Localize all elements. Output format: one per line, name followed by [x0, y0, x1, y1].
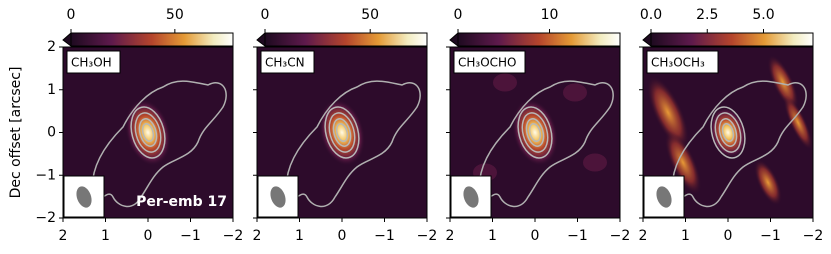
- emission-streak: [664, 130, 702, 195]
- x-tick-label: 0: [338, 228, 347, 244]
- x-tick-label: −2: [803, 228, 824, 244]
- x-tick-label: 2: [253, 228, 262, 244]
- emission-patch: [493, 73, 517, 92]
- colorbar-tick-label: 0.0: [640, 7, 662, 23]
- contour: [134, 112, 162, 153]
- panel-label: CH₃OCH₃: [651, 56, 705, 70]
- x-tick-label: 1: [101, 228, 110, 244]
- colorbar-extend: [256, 31, 266, 47]
- beam: [76, 186, 92, 208]
- emission-streak: [783, 95, 813, 150]
- contour: [130, 106, 166, 159]
- colorbar: [650, 32, 814, 47]
- emission-core: [124, 99, 172, 166]
- x-tick-label: −1: [374, 228, 395, 244]
- panel-label: CH₃CN: [265, 56, 305, 70]
- contour: [714, 112, 742, 153]
- contour: [521, 112, 549, 153]
- colorbar-tick-label: 10: [541, 7, 559, 23]
- x-tick-label: −1: [760, 228, 781, 244]
- emission-patch: [563, 83, 587, 102]
- emission-core: [318, 99, 366, 166]
- label-box: [453, 50, 526, 74]
- contour: [141, 122, 155, 143]
- image-panel: [643, 47, 813, 218]
- beam: [656, 186, 672, 208]
- emission-core: [511, 99, 559, 166]
- contour: [285, 80, 421, 208]
- contour: [324, 106, 360, 159]
- x-tick-label: −1: [180, 228, 201, 244]
- contour: [517, 106, 553, 159]
- beam: [463, 186, 479, 208]
- x-tick-label: −2: [223, 228, 244, 244]
- colorbar-extend: [449, 31, 459, 47]
- colorbar: [70, 32, 234, 47]
- beam: [270, 186, 286, 208]
- contour: [91, 80, 227, 208]
- contour: [328, 112, 356, 153]
- label-box: [260, 50, 315, 74]
- contour: [721, 122, 735, 143]
- x-tick-label: 1: [488, 228, 497, 244]
- label-box: [66, 50, 121, 74]
- x-tick-label: −2: [417, 228, 438, 244]
- contour: [710, 106, 746, 159]
- x-tick-label: −1: [567, 228, 588, 244]
- x-tick-label: 0: [144, 228, 153, 244]
- contour: [332, 118, 352, 147]
- panel-label: CH₃OCHO: [458, 56, 517, 70]
- y-tick-label: 2: [47, 39, 56, 55]
- emission-streak: [646, 75, 690, 150]
- colorbar: [457, 32, 621, 47]
- contour: [671, 80, 807, 208]
- colorbar-tick-label: 2.5: [696, 7, 718, 23]
- x-tick-label: 0: [531, 228, 540, 244]
- emission-patch: [583, 153, 607, 172]
- contour: [718, 118, 738, 147]
- contour: [335, 122, 349, 143]
- image-panel: [63, 47, 233, 218]
- y-axis-label: Dec offset [arcsec]: [8, 67, 24, 199]
- x-tick-label: −2: [610, 228, 631, 244]
- colorbar-tick-label: 0: [454, 7, 463, 23]
- label-box: [646, 50, 719, 74]
- contour: [138, 118, 158, 147]
- annotation: Per-emb 17: [136, 194, 227, 210]
- emission-core: [709, 106, 747, 159]
- contour: [478, 80, 614, 208]
- colorbar-extend: [62, 31, 72, 47]
- colorbar-extend: [642, 31, 652, 47]
- image-panel: [450, 47, 620, 218]
- colorbar-tick-label: 50: [166, 7, 184, 23]
- colorbar-tick-label: 0: [261, 7, 270, 23]
- x-tick-label: 2: [59, 228, 68, 244]
- image-panel: [257, 47, 427, 218]
- x-tick-label: 0: [724, 228, 733, 244]
- contour: [525, 118, 545, 147]
- colorbar-tick-label: 5.0: [752, 7, 774, 23]
- colorbar-tick-label: 0: [67, 7, 76, 23]
- y-tick-label: 1: [47, 82, 56, 98]
- y-tick-label: −1: [35, 167, 56, 183]
- x-tick-label: 2: [446, 228, 455, 244]
- emission-streak: [754, 159, 782, 206]
- y-tick-label: 0: [47, 125, 56, 141]
- y-tick-label: −2: [35, 210, 56, 226]
- x-tick-label: 1: [295, 228, 304, 244]
- colorbar-tick-label: 50: [361, 7, 379, 23]
- x-tick-label: 2: [639, 228, 648, 244]
- emission-streak: [767, 54, 799, 111]
- x-tick-label: 1: [681, 228, 690, 244]
- contour: [528, 122, 542, 143]
- panel-label: CH₃OH: [71, 56, 112, 70]
- colorbar: [264, 32, 428, 47]
